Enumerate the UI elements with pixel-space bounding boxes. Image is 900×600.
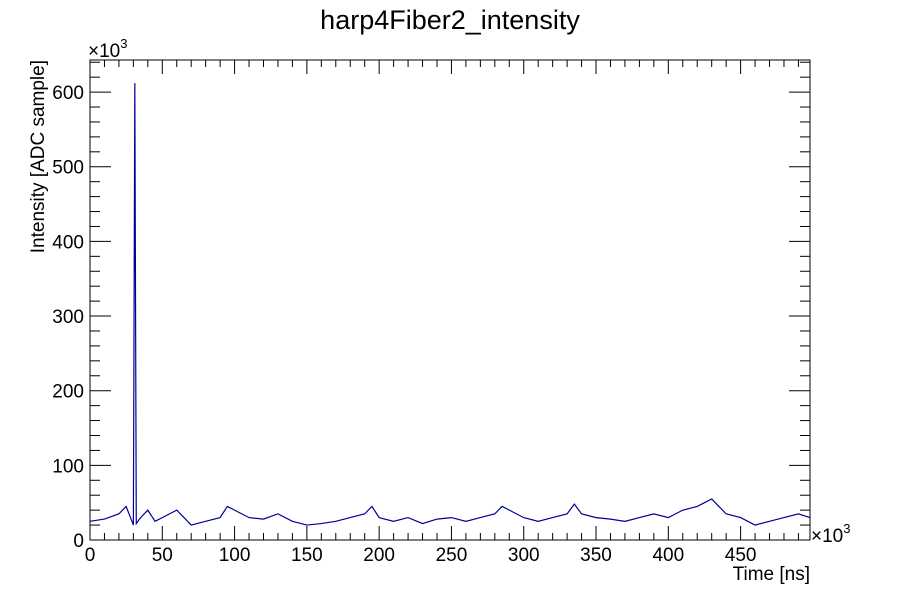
y-tick-label: 0 (73, 531, 84, 552)
x-tick-label: 300 (508, 545, 540, 566)
x-tick-label: 350 (580, 545, 612, 566)
y-tick-label: 200 (52, 382, 84, 403)
series-layer (89, 83, 811, 526)
y-axis-title: Intensity [ADC sample] (28, 60, 49, 253)
x-axis-title: Time [ns] (733, 564, 810, 585)
axis-ticks (89, 60, 810, 541)
x-tick-label: 200 (363, 545, 395, 566)
x-tick-label: 0 (85, 545, 96, 566)
y-tick-label: 100 (52, 456, 84, 477)
y-tick-label: 500 (52, 158, 84, 179)
x-tick-label: 50 (152, 545, 173, 566)
series-line-0 (89, 83, 811, 526)
y-tick-label: 600 (52, 83, 84, 104)
x-tick-label: 250 (436, 545, 468, 566)
x-tick-label: 100 (219, 545, 251, 566)
x-tick-label: 450 (725, 545, 757, 566)
y-tick-label: 400 (52, 232, 84, 253)
x-tick-label: 400 (652, 545, 684, 566)
x-tick-labels: 0 50 100 150 200 250 300 350 400 450 (85, 545, 757, 566)
y-tick-labels: 0 100 200 300 400 500 600 (52, 83, 84, 552)
x-tick-label: 150 (291, 545, 323, 566)
chart-title: harp4Fiber2_intensity (320, 5, 580, 35)
y-tick-label: 300 (52, 307, 84, 328)
x-multiplier: ×103 (811, 521, 850, 547)
plot-frame (89, 59, 811, 541)
y-multiplier: ×103 (88, 36, 127, 62)
